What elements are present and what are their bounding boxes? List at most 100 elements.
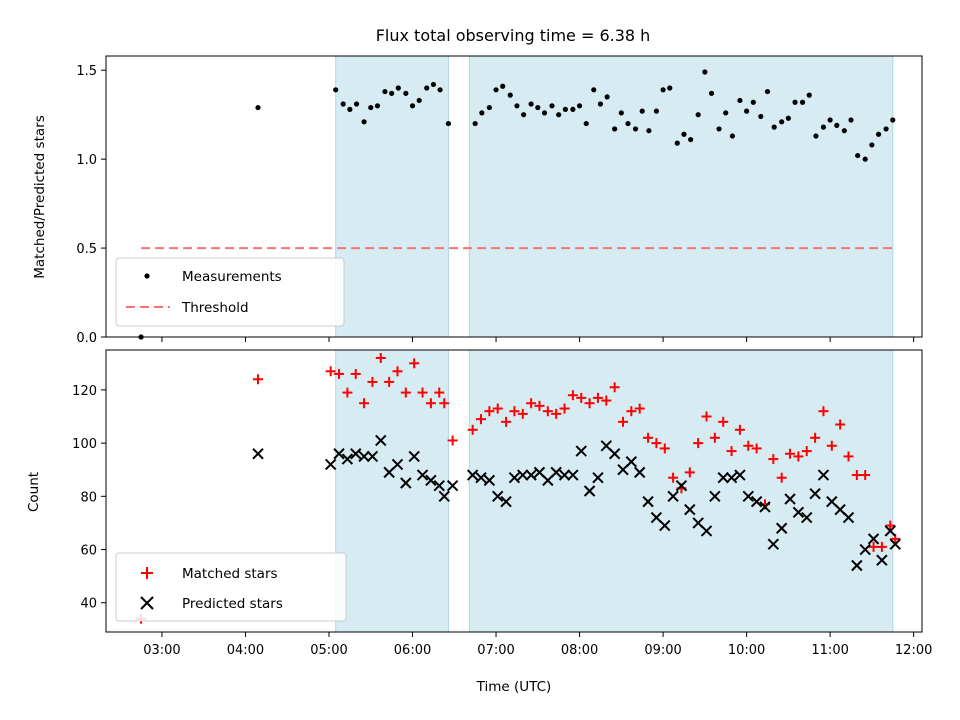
x-tick-label: 09:00 <box>644 643 681 658</box>
measurement-point <box>395 85 401 91</box>
x-b <box>475 471 487 484</box>
predicted-star-point <box>350 448 362 460</box>
ratio-y-axis: 0.0 0.5 1.0 1.5 <box>76 64 106 346</box>
matched-star-point <box>576 392 587 403</box>
x-tick-label: 04:00 <box>227 643 264 658</box>
matched-star-point <box>517 408 528 419</box>
x-b <box>375 434 387 447</box>
predicted-star-point <box>508 471 521 484</box>
x-b <box>517 469 529 481</box>
measurement-point <box>591 87 597 93</box>
matched-star-point <box>484 406 495 417</box>
x-b <box>575 445 587 457</box>
matched-star-point <box>434 387 445 398</box>
measurement-point <box>445 120 452 127</box>
legend-predicted-label: Predicted stars <box>182 596 283 612</box>
matched-star-point <box>785 448 796 459</box>
measurement-point <box>806 92 812 98</box>
predicted-star-point <box>801 511 813 524</box>
x-b <box>583 485 596 497</box>
matched-star-point <box>743 440 754 451</box>
ratio-legend-box <box>115 257 345 327</box>
matched-star-point <box>810 432 821 443</box>
x-b <box>446 479 459 492</box>
measurement-point <box>374 103 381 109</box>
x-b <box>433 479 445 492</box>
predicted-star-point <box>709 490 721 503</box>
y-tick-label: 0.0 <box>76 331 97 346</box>
measurement-point <box>890 117 896 123</box>
measurement-point <box>507 92 513 98</box>
matched-star-point <box>718 416 729 427</box>
matched-star-point <box>501 416 512 427</box>
legend-matched-label: Matched stars <box>182 566 278 582</box>
x-b <box>867 533 880 545</box>
measurement-point <box>702 69 708 75</box>
matched-star-point <box>709 432 720 443</box>
y-tick-label: 40 <box>80 597 97 612</box>
matched-star-point <box>876 541 887 552</box>
matched-star-point <box>350 368 361 379</box>
predicted-star-point <box>667 490 679 503</box>
matched-star-point <box>375 352 386 363</box>
matched-star-point <box>860 470 871 481</box>
measurement-point <box>562 106 568 112</box>
ratio-y-axis-label: Matched/Predicted stars <box>32 115 48 278</box>
matched-star-point <box>409 358 420 369</box>
matched-star-point <box>885 520 896 531</box>
x-b <box>700 525 713 537</box>
x-b <box>725 471 738 484</box>
x-tick-label: 12:00 <box>895 643 932 658</box>
measurement-point <box>493 87 499 93</box>
predicted-star-point <box>725 471 738 484</box>
measurement-point <box>750 99 756 105</box>
measurement-point <box>514 103 520 109</box>
x-b <box>659 519 671 532</box>
predicted-star-point <box>684 503 696 516</box>
measurement-point <box>625 120 631 127</box>
matched-star-point <box>843 451 854 462</box>
measurement-point <box>353 101 360 107</box>
matched-star-point <box>492 403 503 414</box>
predicted-star-point <box>483 474 496 487</box>
measurement-point <box>695 112 701 118</box>
measurement-point <box>583 120 589 127</box>
x-b <box>608 448 621 460</box>
measurement-point <box>708 90 715 96</box>
measurement-point <box>535 104 541 111</box>
chart-title: Flux total observing time = 6.38 h <box>376 26 651 45</box>
predicted-star-point <box>775 522 788 534</box>
x-b <box>408 450 420 463</box>
x-b <box>400 477 412 489</box>
count-legend: Matched stars Predicted stars <box>115 552 347 622</box>
measurement-point <box>639 108 645 114</box>
x-b <box>416 469 429 481</box>
matched-star-point <box>835 419 846 430</box>
predicted-star-point <box>889 538 901 550</box>
x-b <box>767 538 780 550</box>
predicted-star-point <box>817 469 830 481</box>
predicted-star-point <box>767 538 780 550</box>
legend-threshold-label: Threshold <box>181 300 249 316</box>
matched-star-point <box>534 400 545 411</box>
x-b <box>592 471 604 484</box>
x-b <box>425 474 437 487</box>
x-b <box>558 469 571 481</box>
matched-star-point <box>609 382 620 393</box>
count-plot-frame <box>105 349 923 633</box>
predicted-star-point <box>642 495 654 508</box>
x-b <box>466 469 479 481</box>
x-b <box>801 511 813 524</box>
predicted-star-point <box>809 487 821 500</box>
matched-star-point <box>367 376 378 387</box>
predicted-star-point <box>717 471 729 484</box>
y-tick-label: 0.5 <box>76 242 97 257</box>
measurement-point <box>799 99 806 105</box>
x-b <box>341 453 354 465</box>
measurement-point <box>744 108 750 114</box>
measurement-point <box>424 85 430 91</box>
matched-star-point <box>726 446 737 457</box>
matched-star-point <box>334 368 345 379</box>
x-b <box>884 525 896 537</box>
observing-window <box>335 349 449 633</box>
